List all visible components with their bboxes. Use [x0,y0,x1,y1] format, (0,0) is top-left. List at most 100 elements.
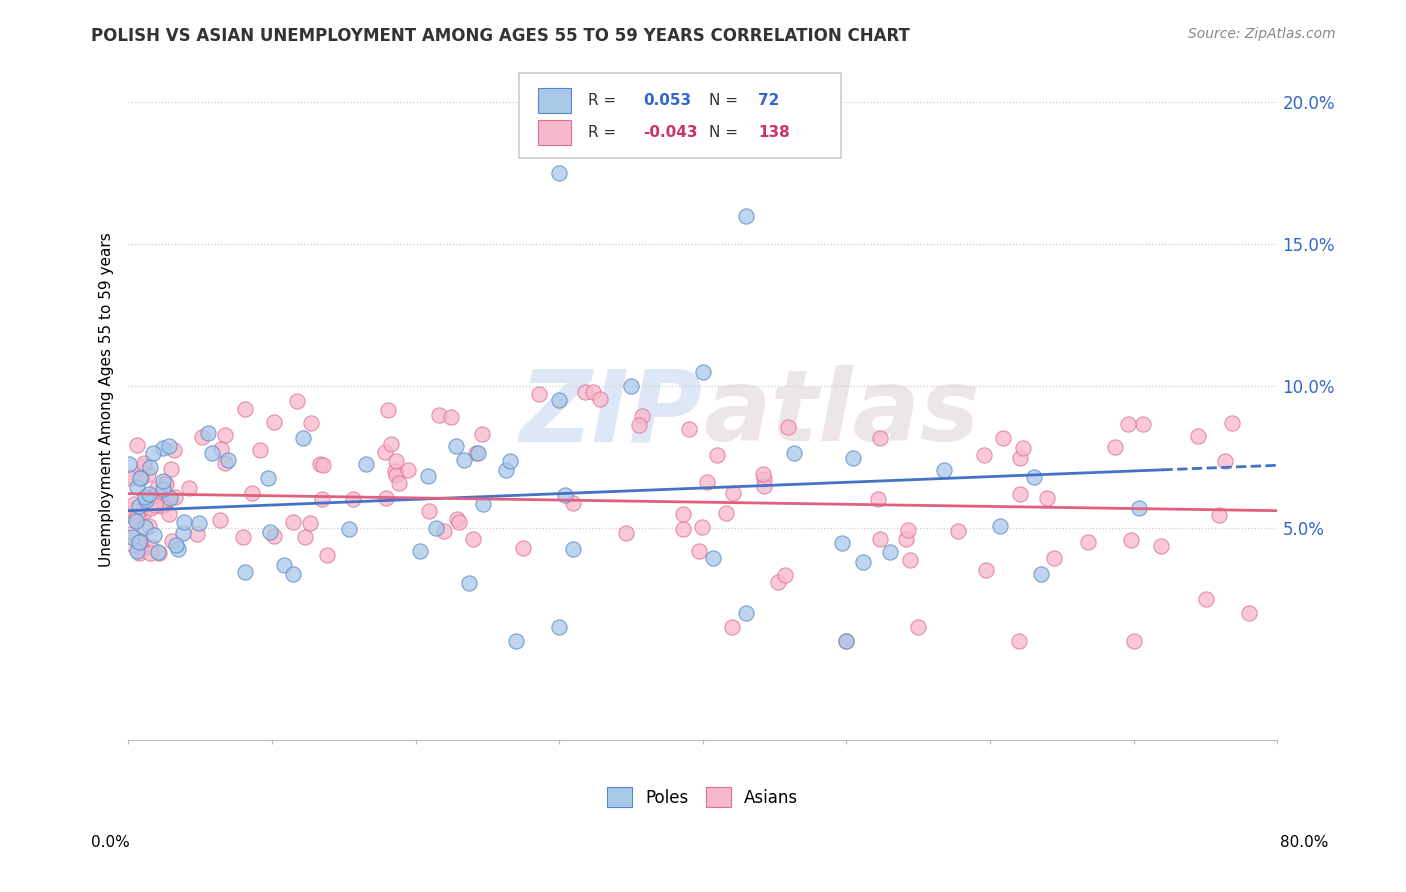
Point [720,620,742,634]
Point [582,384,605,399]
Point [354,457,377,471]
Point [177,481,200,495]
Point [841,450,863,465]
Point [173,515,195,529]
Point [375,491,398,506]
Point [156,492,179,507]
Point [143,498,166,512]
Point [495,463,517,477]
Point [934,463,956,477]
Point [139,540,162,554]
FancyBboxPatch shape [538,120,571,145]
Point [155,476,177,491]
Point [444,439,467,453]
Point [1077,535,1099,549]
Point [160,461,183,475]
Point [138,518,160,533]
Point [157,507,180,521]
Point [125,501,148,516]
Point [735,606,758,620]
Point [1008,487,1031,501]
Point [385,453,408,467]
Y-axis label: Unemployment Among Ages 55 to 59 years: Unemployment Among Ages 55 to 59 years [100,233,114,567]
Point [1042,551,1064,566]
Point [835,634,858,648]
Point [678,422,700,436]
Point [134,459,156,474]
Point [690,520,713,534]
Point [127,438,149,452]
FancyBboxPatch shape [519,73,841,158]
Point [1022,470,1045,484]
Point [132,505,155,519]
Point [148,545,170,559]
Text: -0.043: -0.043 [643,125,697,140]
Point [128,535,150,549]
Point [214,456,236,470]
Point [312,458,335,472]
Point [285,394,308,409]
Point [384,464,406,478]
Point [150,499,173,513]
Point [1150,539,1173,553]
Point [263,415,285,429]
Point [159,491,181,505]
Point [692,365,714,379]
Point [139,460,162,475]
Point [214,428,236,442]
Point [458,576,481,591]
Point [259,524,281,539]
Point [129,471,152,485]
Point [148,545,170,559]
Point [141,490,163,504]
Point [339,522,361,536]
Point [1237,606,1260,620]
Point [146,481,169,495]
Point [127,480,149,494]
Text: N =: N = [709,125,742,140]
Point [291,430,314,444]
Point [256,471,278,485]
Point [124,497,146,511]
Point [440,409,463,424]
Point [132,456,155,470]
Point [464,446,486,460]
Point [702,551,724,566]
Point [974,563,997,577]
Point [263,529,285,543]
Point [1122,634,1144,648]
Point [869,532,891,546]
Point [973,448,995,462]
Point [374,445,396,459]
Point [315,548,337,562]
Point [233,565,256,579]
Point [163,490,186,504]
Point [120,503,142,517]
Text: Source: ZipAtlas.com: Source: ZipAtlas.com [1188,27,1336,41]
Point [138,487,160,501]
Point [688,544,710,558]
Point [696,475,718,489]
Point [1132,417,1154,432]
Legend: Poles, Asians: Poles, Asians [600,780,804,814]
Point [388,476,411,491]
Point [135,492,157,507]
FancyBboxPatch shape [538,87,571,113]
Point [433,524,456,539]
Point [706,449,728,463]
Point [157,440,180,454]
Point [418,504,440,518]
Point [672,522,695,536]
Point [1119,533,1142,547]
Point [852,555,875,569]
Point [128,534,150,549]
Point [768,574,790,589]
Point [308,457,330,471]
Point [548,166,571,180]
Point [232,530,254,544]
Point [562,542,585,557]
Text: 80.0%: 80.0% [1281,836,1329,850]
Point [752,467,775,481]
Point [129,503,152,517]
Point [186,527,208,541]
